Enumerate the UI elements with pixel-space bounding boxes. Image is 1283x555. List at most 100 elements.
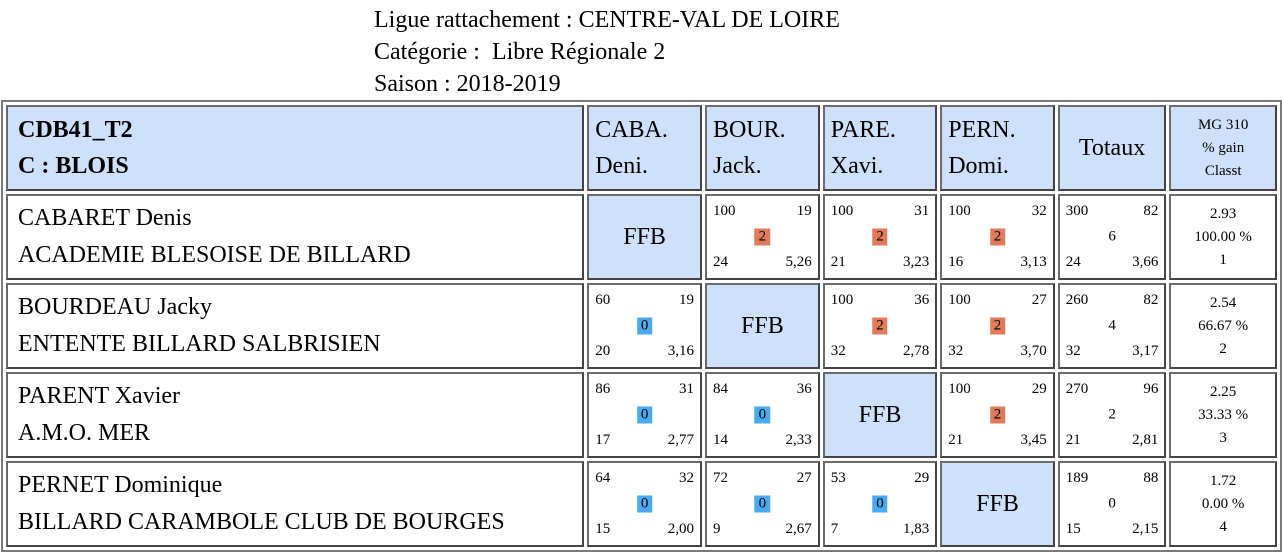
match-score-badge: 2 — [754, 228, 771, 246]
col-header-bour: BOUR. Jack. — [704, 105, 820, 191]
match-average: 3,13 — [1020, 254, 1047, 270]
player-club: BILLARD CARAMBOLE CLUB DE BOURGES — [18, 509, 505, 535]
categorie-label: Catégorie : Libre Régionale 2 — [374, 39, 666, 65]
match-best-series: 36 — [914, 292, 930, 308]
match-average: 3,23 — [902, 254, 930, 270]
team-header: CDB41_T2 C : BLOIS — [6, 105, 585, 191]
player-club: ACADEMIE BLESOISE DE BILLARD — [18, 242, 411, 268]
match-average: 5,26 — [785, 254, 812, 270]
match-cell: 84 36 0 14 2,33 — [704, 372, 820, 458]
total-innings: 21 — [1065, 432, 1081, 448]
match-average: 3,16 — [667, 343, 694, 359]
col-header-line2: Domi. — [948, 153, 1009, 179]
match-average: 3,70 — [1020, 343, 1047, 359]
table-header-row: CDB41_T2 C : BLOIS CABA. Deni. BOUR. Jac… — [6, 105, 1277, 191]
match-innings: 21 — [948, 432, 964, 448]
match-score-badge: 2 — [989, 228, 1006, 246]
mg-cell: 2.93 100.00 % 1 — [1169, 194, 1277, 280]
match-best-series: 19 — [678, 292, 694, 308]
match-cell: 72 27 0 9 2,67 — [704, 461, 820, 547]
col-header-line2: Jack. — [712, 153, 762, 179]
match-average: 2,00 — [667, 521, 694, 537]
total-match-points: 4 — [1108, 317, 1116, 334]
total-best-series: 82 — [1143, 292, 1159, 308]
match-score-badge: 0 — [872, 495, 888, 513]
match-average: 2,78 — [902, 343, 930, 359]
match-cell: 60 19 0 20 3,16 — [587, 283, 702, 369]
match-cell: 53 29 0 7 1,83 — [822, 461, 938, 547]
table-row: PERNET Dominique BILLARD CARAMBOLE CLUB … — [6, 461, 1277, 547]
match-points: 53 — [830, 470, 846, 486]
total-best-series: 88 — [1143, 470, 1159, 486]
match-points: 100 — [712, 203, 736, 219]
ffb-cell: FFB — [587, 194, 702, 280]
match-innings: 20 — [595, 343, 611, 359]
gain-percent: 0.00 % — [1201, 495, 1245, 512]
col-header-pare: PARE. Xavi. — [822, 105, 938, 191]
mg-header-line1: MG 310 — [1197, 116, 1249, 133]
total-average: 3,17 — [1132, 343, 1159, 359]
match-innings: 15 — [595, 521, 611, 537]
match-best-series: 29 — [1031, 381, 1047, 397]
player-club: ENTENTE BILLARD SALBRISIEN — [18, 331, 381, 357]
match-points: 72 — [712, 470, 728, 486]
mg-header-line2: % gain — [1202, 139, 1245, 156]
page-header: Ligue rattachement : CENTRE-VAL DE LOIRE… — [374, 4, 840, 100]
col-header-pern: PERN. Domi. — [940, 105, 1055, 191]
totals-cell: 260 82 4 32 3,17 — [1057, 283, 1167, 369]
total-points: 300 — [1065, 203, 1089, 219]
match-cell: 64 32 0 15 2,00 — [587, 461, 702, 547]
match-points: 100 — [830, 292, 854, 308]
match-best-series: 31 — [678, 381, 694, 397]
match-average: 3,45 — [1020, 432, 1047, 448]
ffb-cell: FFB — [704, 283, 820, 369]
total-best-series: 82 — [1143, 203, 1159, 219]
match-best-series: 31 — [914, 203, 930, 219]
match-average: 2,67 — [785, 521, 812, 537]
ffb-cell: FFB — [940, 461, 1055, 547]
ranking: 3 — [1219, 429, 1227, 446]
totals-cell: 300 82 6 24 3,66 — [1057, 194, 1167, 280]
match-points: 100 — [948, 381, 971, 397]
match-innings: 9 — [712, 521, 721, 537]
match-average: 1,83 — [902, 521, 930, 537]
match-score-badge: 2 — [872, 317, 888, 335]
total-innings: 32 — [1065, 343, 1081, 359]
match-best-series: 27 — [796, 470, 812, 486]
player-cell: PERNET Dominique BILLARD CARAMBOLE CLUB … — [6, 461, 585, 547]
table-row: PARENT Xavier A.M.O. MER 86 31 0 17 2,77… — [6, 372, 1277, 458]
table-row: BOURDEAU Jacky ENTENTE BILLARD SALBRISIE… — [6, 283, 1277, 369]
ranking: 1 — [1219, 251, 1227, 268]
match-innings: 7 — [830, 521, 839, 537]
match-points: 64 — [595, 470, 611, 486]
match-cell: 100 29 2 21 3,45 — [940, 372, 1055, 458]
mg-value: 2.93 — [1210, 205, 1237, 222]
match-points: 100 — [948, 292, 971, 308]
total-match-points: 2 — [1108, 406, 1116, 423]
col-header-line1: PERN. — [948, 117, 1016, 143]
match-best-series: 32 — [1031, 203, 1047, 219]
player-cell: BOURDEAU Jacky ENTENTE BILLARD SALBRISIE… — [6, 283, 585, 369]
totals-cell: 270 96 2 21 2,81 — [1057, 372, 1167, 458]
total-points: 189 — [1065, 470, 1089, 486]
match-average: 2,77 — [667, 432, 694, 448]
total-match-points: 0 — [1108, 495, 1116, 512]
total-match-points: 6 — [1108, 228, 1116, 245]
mg-header-line3: Classt — [1204, 162, 1242, 179]
match-points: 100 — [948, 203, 971, 219]
player-name: PARENT Xavier — [18, 383, 180, 409]
team-club: C : BLOIS — [18, 153, 129, 179]
ranking: 2 — [1219, 340, 1227, 357]
mg-cell: 2.54 66.67 % 2 — [1169, 283, 1277, 369]
match-best-series: 36 — [796, 381, 812, 397]
match-cell: 100 27 2 32 3,70 — [940, 283, 1055, 369]
player-name: CABARET Denis — [18, 205, 192, 231]
mg-value: 2.54 — [1210, 294, 1237, 311]
col-header-line1: BOUR. — [712, 117, 786, 143]
match-best-series: 32 — [678, 470, 694, 486]
saison-label: Saison : 2018-2019 — [374, 71, 561, 97]
table-row: CABARET Denis ACADEMIE BLESOISE DE BILLA… — [6, 194, 1277, 280]
match-innings: 32 — [948, 343, 964, 359]
match-innings: 21 — [830, 254, 846, 270]
mg-value: 1.72 — [1210, 472, 1237, 489]
